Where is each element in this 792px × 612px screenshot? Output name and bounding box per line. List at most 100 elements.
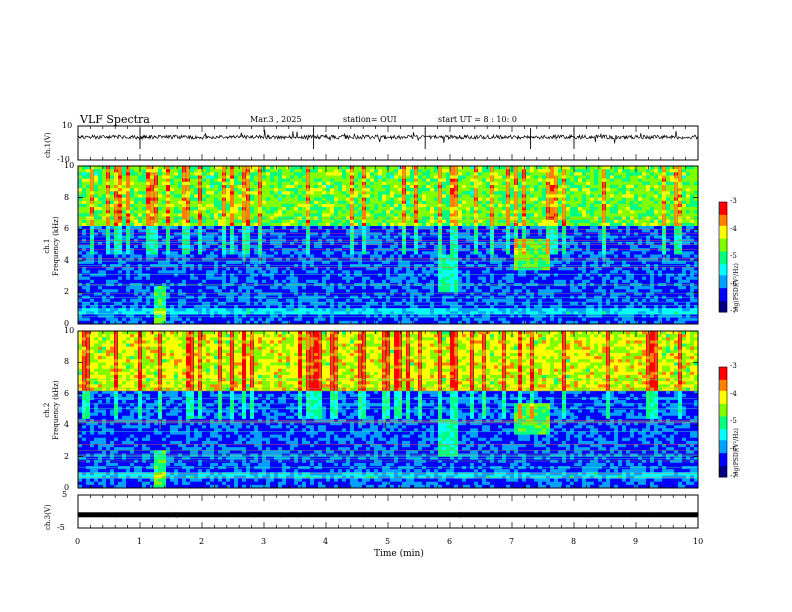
spectrogram-cell xyxy=(610,182,614,186)
spectrogram-cell xyxy=(266,179,270,183)
spectrogram-cell xyxy=(158,198,162,202)
spectrogram-cell xyxy=(330,175,334,179)
spectrogram-cell xyxy=(278,172,282,176)
spectrogram-cell xyxy=(118,201,122,205)
spectrogram-cell xyxy=(146,179,150,183)
spectrogram-cell xyxy=(630,194,634,198)
spectrogram-cell xyxy=(170,166,174,170)
spectrogram-cell xyxy=(458,182,462,186)
spectrogram-cell xyxy=(642,194,646,198)
spectrogram-cell xyxy=(646,179,650,183)
spectrogram-cell xyxy=(378,169,382,173)
spectrogram-cell xyxy=(482,179,486,183)
spectrogram-cell xyxy=(342,179,346,183)
spectrogram-cell xyxy=(122,204,126,208)
spectrogram-cell xyxy=(314,201,318,205)
spectrogram-cell xyxy=(406,185,410,189)
spectrogram-cell xyxy=(594,194,598,198)
spectrogram-cell xyxy=(254,204,258,208)
spectrogram-cell xyxy=(290,185,294,189)
spectrogram-cell xyxy=(526,172,530,176)
spectrogram-cell xyxy=(626,207,630,211)
spectrogram-cell xyxy=(174,207,178,211)
spectrogram-cell xyxy=(346,185,350,189)
spectrogram-cell xyxy=(358,172,362,176)
spectrogram-cell xyxy=(594,169,598,173)
spectrogram-cell xyxy=(282,172,286,176)
spectrogram-cell xyxy=(290,179,294,183)
spectrogram-cell xyxy=(334,169,338,173)
spectrogram-cell xyxy=(434,198,438,202)
spectrogram-cell xyxy=(458,204,462,208)
spectrogram-cell xyxy=(126,185,130,189)
spectrogram-cell xyxy=(226,175,230,179)
spectrogram-cell xyxy=(262,175,266,179)
spectrogram-cell xyxy=(534,198,538,202)
spectrogram-cell xyxy=(282,198,286,202)
spectrogram-cell xyxy=(190,169,194,173)
spectrogram-cell xyxy=(510,185,514,189)
spectrogram-cell xyxy=(338,185,342,189)
spectrogram-cell xyxy=(686,166,690,170)
spectrogram-cell xyxy=(630,191,634,195)
spectrogram-cell xyxy=(510,207,514,211)
spectrogram-cell xyxy=(370,204,374,208)
spectrogram-cell xyxy=(486,172,490,176)
spectrogram-cell xyxy=(314,198,318,202)
spectrogram-cell xyxy=(274,175,278,179)
spectrogram-cell xyxy=(382,179,386,183)
spectrogram-cell xyxy=(446,185,450,189)
spectrogram-cell xyxy=(426,204,430,208)
spectrogram-cell xyxy=(686,191,690,195)
spectrogram-cell xyxy=(190,194,194,198)
spectrogram-cell xyxy=(130,194,134,198)
spectrogram-cell xyxy=(206,194,210,198)
spectrogram-cell xyxy=(542,204,546,208)
spectrogram-cell xyxy=(82,185,86,189)
spectrogram-cell xyxy=(126,169,130,173)
spectrogram-cell xyxy=(598,175,602,179)
spectrogram-cell xyxy=(82,207,86,211)
spectrogram-cell xyxy=(374,179,378,183)
spectrogram-cell xyxy=(518,191,522,195)
spectrogram-cell xyxy=(510,204,514,208)
spectrogram-cell xyxy=(210,169,214,173)
spectrogram-cell xyxy=(374,172,378,176)
spectrogram-cell xyxy=(550,191,554,195)
spectrogram-cell xyxy=(330,185,334,189)
spectrogram-cell xyxy=(310,207,314,211)
spectrogram-cell xyxy=(630,172,634,176)
spectrogram-cell xyxy=(322,207,326,211)
spectrogram-cell xyxy=(266,198,270,202)
spectrogram-cell xyxy=(442,204,446,208)
spectrogram-cell xyxy=(254,169,258,173)
spectrogram-cell xyxy=(690,191,694,195)
spectrogram-cell xyxy=(178,188,182,192)
spectrogram-cell xyxy=(458,175,462,179)
spectrogram-cell xyxy=(234,166,238,170)
spectrogram-cell xyxy=(166,194,170,198)
spectrogram-cell xyxy=(278,198,282,202)
spectrogram-cell xyxy=(274,191,278,195)
spectrogram-cell xyxy=(82,166,86,170)
spectrogram-cell xyxy=(102,207,106,211)
spectrogram-cell xyxy=(286,198,290,202)
spectrogram-cell xyxy=(270,182,274,186)
spectrogram-cell xyxy=(570,175,574,179)
spectrogram-cell xyxy=(666,191,670,195)
spectrogram-cell xyxy=(486,179,490,183)
spectrogram-cell xyxy=(650,207,654,211)
spectrogram-cell xyxy=(326,166,330,170)
spectrogram-cell xyxy=(78,166,82,170)
spectrogram-cell xyxy=(610,191,614,195)
spectrogram-cell xyxy=(118,182,122,186)
spectrogram-cell xyxy=(458,207,462,211)
spectrogram-cell xyxy=(230,166,234,170)
spectrogram-cell xyxy=(146,185,150,189)
spectrogram-cell xyxy=(642,204,646,208)
spectrogram-cell xyxy=(650,166,654,170)
spectrogram-cell xyxy=(230,191,234,195)
spectrogram-cell xyxy=(266,207,270,211)
spectrogram-cell xyxy=(486,166,490,170)
spectrogram-cell xyxy=(234,185,238,189)
